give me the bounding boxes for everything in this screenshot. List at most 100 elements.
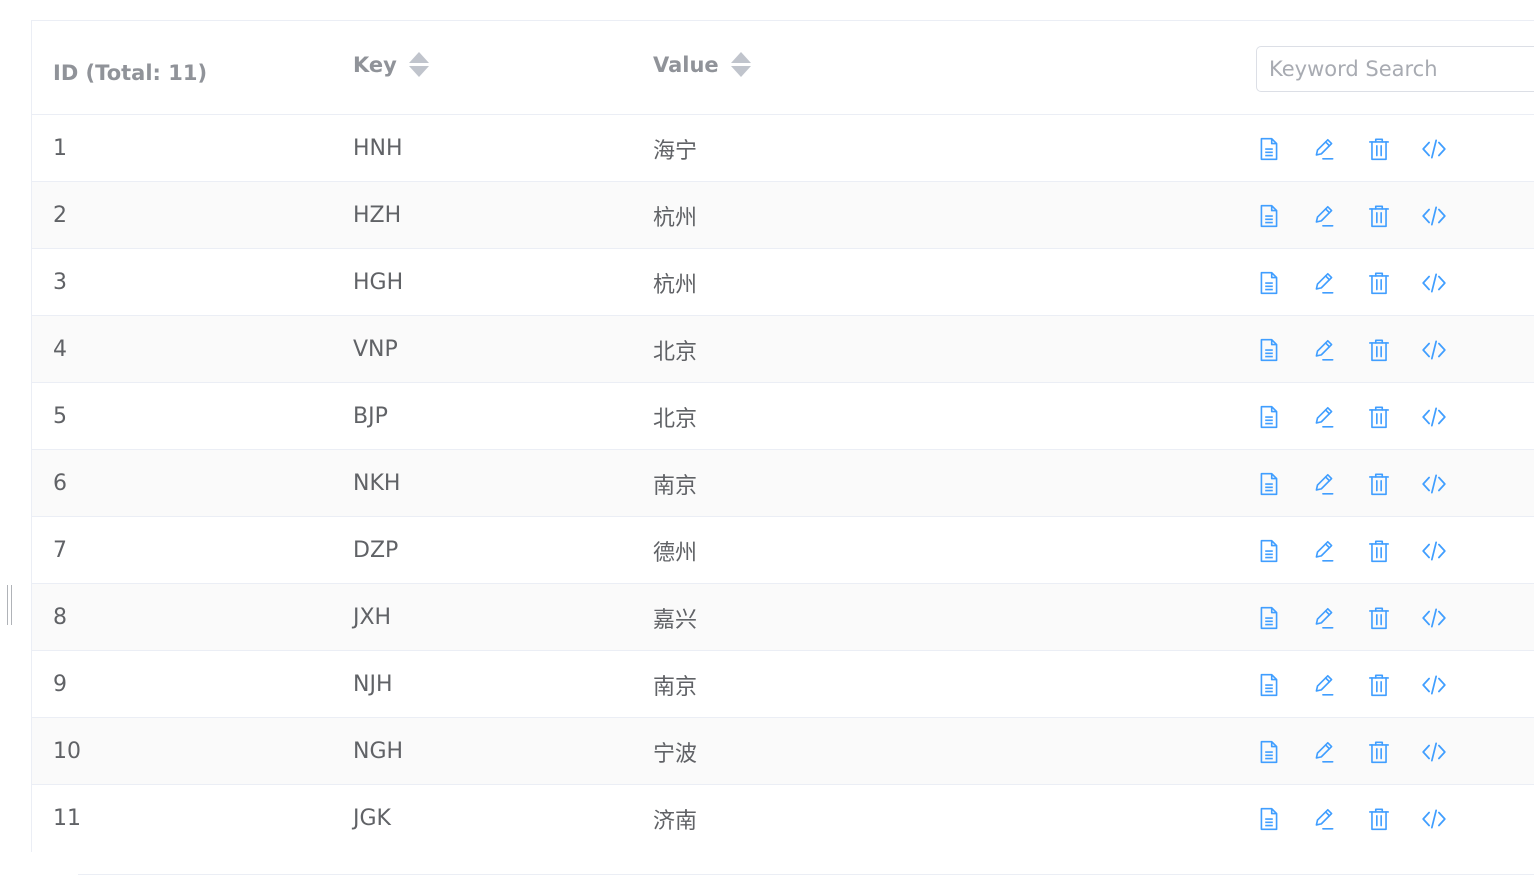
- view-button[interactable]: [1256, 739, 1282, 765]
- document-icon: [1256, 270, 1282, 296]
- edit-icon: [1311, 739, 1337, 765]
- document-icon: [1256, 672, 1282, 698]
- cell-value: 北京: [653, 406, 698, 432]
- cell-id: 1: [53, 136, 67, 161]
- delete-icon: [1366, 270, 1392, 296]
- delete-button[interactable]: [1366, 404, 1392, 430]
- code-button[interactable]: [1421, 203, 1447, 229]
- delete-button[interactable]: [1366, 605, 1392, 631]
- view-button[interactable]: [1256, 471, 1282, 497]
- delete-icon: [1366, 672, 1392, 698]
- edit-button[interactable]: [1311, 471, 1337, 497]
- code-icon: [1421, 672, 1447, 698]
- view-button[interactable]: [1256, 203, 1282, 229]
- keyword-search-input[interactable]: [1256, 46, 1534, 92]
- edit-button[interactable]: [1311, 404, 1337, 430]
- table-body: 1 HNH 海宁 2 HZH 杭州 3 HGH 杭州 4 VNP 北京 5 BJP 北京 6 NKH 南京 7 DZP…: [32, 115, 1534, 852]
- view-button[interactable]: [1256, 538, 1282, 564]
- view-button[interactable]: [1256, 605, 1282, 631]
- view-button[interactable]: [1256, 806, 1282, 832]
- row-actions: [1256, 517, 1476, 584]
- delete-button[interactable]: [1366, 136, 1392, 162]
- cell-key: HNH: [353, 136, 403, 161]
- table-row: 11 JGK 济南: [32, 785, 1534, 852]
- delete-button[interactable]: [1366, 471, 1392, 497]
- code-button[interactable]: [1421, 739, 1447, 765]
- row-actions: [1256, 785, 1476, 852]
- delete-button[interactable]: [1366, 270, 1392, 296]
- code-icon: [1421, 136, 1447, 162]
- delete-button[interactable]: [1366, 739, 1392, 765]
- cell-key: JGK: [353, 806, 391, 831]
- code-button[interactable]: [1421, 471, 1447, 497]
- delete-button[interactable]: [1366, 538, 1392, 564]
- code-icon: [1421, 471, 1447, 497]
- column-header-key-label: Key: [353, 53, 397, 77]
- code-button[interactable]: [1421, 404, 1447, 430]
- code-button[interactable]: [1421, 672, 1447, 698]
- delete-button[interactable]: [1366, 203, 1392, 229]
- code-button[interactable]: [1421, 270, 1447, 296]
- code-button[interactable]: [1421, 136, 1447, 162]
- column-header-id-label: ID (Total: 11): [53, 61, 208, 85]
- cell-key: HZH: [353, 203, 402, 228]
- edit-button[interactable]: [1311, 739, 1337, 765]
- sort-icon[interactable]: [408, 52, 429, 78]
- cell-value: 杭州: [653, 205, 698, 231]
- edit-button[interactable]: [1311, 672, 1337, 698]
- edit-icon: [1311, 136, 1337, 162]
- document-icon: [1256, 136, 1282, 162]
- edit-button[interactable]: [1311, 806, 1337, 832]
- cell-id: 2: [53, 203, 67, 228]
- row-actions: [1256, 182, 1476, 249]
- document-icon: [1256, 471, 1282, 497]
- delete-icon: [1366, 605, 1392, 631]
- delete-icon: [1366, 471, 1392, 497]
- cell-value: 海宁: [653, 138, 698, 164]
- code-button[interactable]: [1421, 538, 1447, 564]
- resize-handle[interactable]: [6, 585, 14, 625]
- cell-key: HGH: [353, 270, 404, 295]
- sort-icon[interactable]: [730, 52, 751, 78]
- view-button[interactable]: [1256, 337, 1282, 363]
- code-icon: [1421, 270, 1447, 296]
- code-button[interactable]: [1421, 605, 1447, 631]
- cell-key: NJH: [353, 672, 393, 697]
- table-row: 7 DZP 德州: [32, 517, 1534, 584]
- edit-button[interactable]: [1311, 203, 1337, 229]
- code-button[interactable]: [1421, 337, 1447, 363]
- cell-value: 德州: [653, 540, 698, 566]
- delete-button[interactable]: [1366, 337, 1392, 363]
- edit-button[interactable]: [1311, 270, 1337, 296]
- view-button[interactable]: [1256, 672, 1282, 698]
- delete-button[interactable]: [1366, 806, 1392, 832]
- edit-button[interactable]: [1311, 605, 1337, 631]
- row-actions: [1256, 383, 1476, 450]
- document-icon: [1256, 203, 1282, 229]
- row-actions: [1256, 651, 1476, 718]
- code-icon: [1421, 806, 1447, 832]
- view-button[interactable]: [1256, 270, 1282, 296]
- cell-id: 10: [53, 739, 81, 764]
- row-actions: [1256, 718, 1476, 785]
- cell-value: 南京: [653, 473, 698, 499]
- row-actions: [1256, 115, 1476, 182]
- edit-button[interactable]: [1311, 538, 1337, 564]
- cell-id: 3: [53, 270, 67, 295]
- cell-id: 7: [53, 538, 67, 563]
- code-icon: [1421, 605, 1447, 631]
- code-button[interactable]: [1421, 806, 1447, 832]
- column-header-key[interactable]: Key: [353, 18, 429, 112]
- cell-value: 嘉兴: [653, 607, 698, 633]
- cell-value: 北京: [653, 339, 698, 365]
- column-header-value[interactable]: Value: [653, 18, 751, 112]
- document-icon: [1256, 739, 1282, 765]
- view-button[interactable]: [1256, 136, 1282, 162]
- view-button[interactable]: [1256, 404, 1282, 430]
- edit-button[interactable]: [1311, 337, 1337, 363]
- delete-button[interactable]: [1366, 672, 1392, 698]
- code-icon: [1421, 203, 1447, 229]
- cell-key: NKH: [353, 471, 401, 496]
- edit-icon: [1311, 471, 1337, 497]
- edit-button[interactable]: [1311, 136, 1337, 162]
